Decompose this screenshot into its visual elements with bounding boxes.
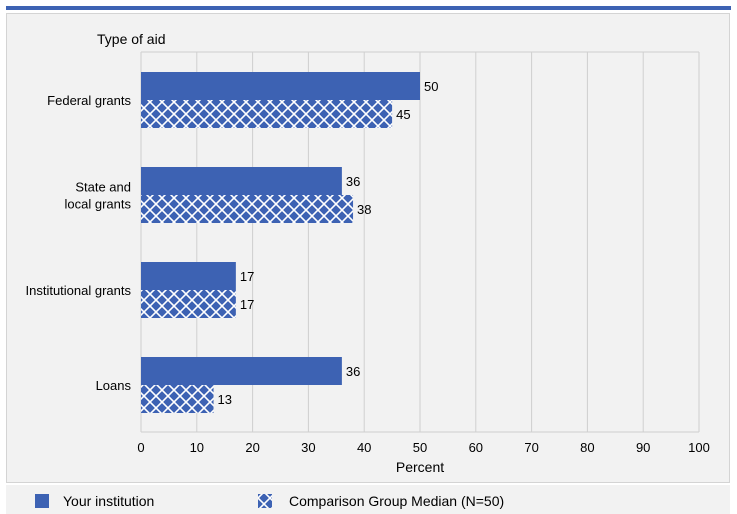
grid-lines	[140, 51, 700, 433]
data-label: 50	[424, 79, 438, 94]
data-label: 36	[346, 364, 360, 379]
bar-your-institution	[141, 167, 342, 195]
labels: 0 10 20 30 40 50 60 70 80 90 100 Federal grants 50 45…	[25, 79, 709, 455]
bar-your-institution	[141, 72, 420, 100]
category-label: Institutional grants	[25, 283, 131, 298]
bar-your-institution	[141, 357, 342, 385]
top-rule	[6, 6, 731, 10]
x-tick-label: 20	[245, 440, 259, 455]
data-label: 45	[396, 107, 410, 122]
legend-label-your-institution: Your institution	[63, 493, 154, 509]
category-label: State and	[75, 180, 131, 195]
y-axis-title: Type of aid	[97, 31, 166, 47]
x-tick-label: 50	[413, 440, 427, 455]
bar-comparison	[141, 385, 214, 413]
data-label: 17	[240, 269, 254, 284]
data-label: 36	[346, 174, 360, 189]
x-tick-label: 80	[580, 440, 594, 455]
bar-your-institution	[141, 262, 236, 290]
data-label: 38	[357, 202, 371, 217]
x-tick-label: 30	[301, 440, 315, 455]
legend-strip	[6, 485, 730, 514]
x-tick-label: 60	[469, 440, 483, 455]
legend-swatch-comparison	[258, 494, 272, 508]
bar-comparison	[141, 100, 393, 128]
legend-label-comparison: Comparison Group Median (N=50)	[289, 493, 504, 509]
category-label: local grants	[65, 197, 132, 212]
legend: Your institution Comparison Group Median…	[35, 493, 504, 509]
x-axis-title: Percent	[396, 459, 444, 475]
x-tick-label: 10	[190, 440, 204, 455]
x-tick-label: 90	[636, 440, 650, 455]
bar-comparison	[141, 290, 236, 318]
category-label: Federal grants	[47, 93, 131, 108]
bars	[141, 72, 420, 413]
legend-swatch-your-institution	[35, 494, 49, 508]
bar-comparison	[141, 195, 354, 223]
x-tick-label: 100	[688, 440, 710, 455]
data-label: 17	[240, 297, 254, 312]
data-label: 13	[218, 392, 232, 407]
category-label: Loans	[96, 378, 132, 393]
x-tick-label: 70	[524, 440, 538, 455]
x-tick-label: 0	[137, 440, 144, 455]
x-tick-label: 40	[357, 440, 371, 455]
